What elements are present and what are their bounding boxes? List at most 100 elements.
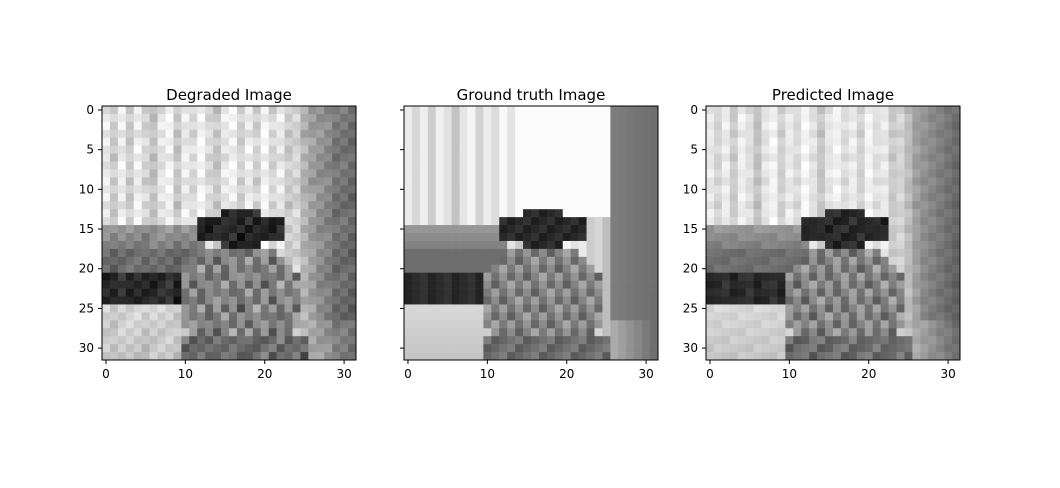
- pixel-cell: [427, 225, 437, 234]
- pixel-cell: [459, 217, 468, 226]
- pixel-cell: [523, 296, 532, 305]
- pixel-cell: [117, 193, 127, 202]
- pixel-cell: [109, 352, 119, 361]
- pixel-cell: [284, 209, 293, 218]
- pixel-cell: [554, 161, 564, 170]
- pixel-cell: [864, 328, 873, 337]
- pixel-cell: [332, 296, 341, 305]
- pixel-cell: [332, 336, 341, 345]
- pixel-cell: [538, 121, 548, 131]
- pixel-cell: [642, 209, 651, 218]
- pixel-cell: [244, 193, 254, 202]
- pixel-cell: [117, 106, 127, 115]
- pixel-cell: [276, 129, 285, 139]
- pixel-cell: [411, 129, 421, 139]
- pixel-cell: [173, 344, 182, 353]
- pixel-cell: [769, 328, 778, 337]
- pixel-cell: [936, 233, 945, 242]
- pixel-cell: [578, 193, 587, 202]
- pixel-cell: [499, 344, 508, 353]
- pixel-cell: [626, 185, 635, 194]
- pixel-cell: [634, 185, 643, 194]
- pixel-cell: [896, 185, 905, 194]
- pixel-cell: [133, 272, 142, 281]
- pixel-cell: [912, 129, 921, 139]
- pixel-cell: [109, 240, 119, 250]
- pixel-cell: [141, 233, 150, 242]
- pixel-cell: [165, 256, 174, 266]
- pixel-cell: [531, 328, 540, 337]
- pixel-cell: [221, 217, 230, 226]
- pixel-cell: [260, 121, 269, 131]
- pixel-cell: [840, 233, 850, 242]
- pixel-cell: [252, 280, 262, 289]
- y-tick-label: 30: [79, 341, 94, 355]
- pixel-cell: [777, 137, 786, 146]
- pixel-cell: [634, 320, 643, 329]
- pixel-cell: [570, 201, 579, 210]
- pixel-cell: [189, 288, 198, 297]
- pixel-cell: [618, 320, 627, 329]
- pixel-cell: [102, 233, 111, 242]
- pixel-cell: [491, 352, 500, 361]
- pixel-cell: [324, 233, 333, 242]
- pixel-cell: [284, 296, 293, 305]
- pixel-cell: [761, 288, 770, 297]
- pixel-cell: [427, 336, 437, 345]
- pixel-cell: [777, 304, 786, 313]
- pixel-cell: [713, 217, 723, 226]
- y-tick-label: 5: [690, 143, 698, 157]
- pixel-cell: [856, 201, 866, 210]
- pixel-cell: [928, 352, 937, 361]
- pixel-cell: [785, 233, 794, 242]
- pixel-cell: [538, 106, 548, 115]
- pixel-cell: [109, 233, 119, 242]
- pixel-cell: [912, 161, 921, 170]
- pixel-cell: [626, 169, 635, 178]
- pixel-cell: [229, 193, 238, 202]
- pixel-cell: [538, 344, 548, 353]
- pixel-cell: [229, 336, 238, 345]
- pixel-cell: [626, 137, 635, 146]
- pixel-cell: [316, 201, 325, 210]
- pixel-cell: [650, 201, 659, 210]
- pixel-cell: [523, 280, 532, 289]
- pixel-cell: [531, 320, 540, 329]
- pixel-cell: [149, 217, 158, 226]
- pixel-cell: [404, 272, 413, 281]
- pixel-cell: [602, 161, 611, 170]
- pixel-cell: [952, 312, 961, 321]
- pixel-cell: [483, 312, 492, 321]
- pixel-cell: [419, 248, 429, 258]
- pixel-cell: [268, 312, 277, 321]
- pixel-cell: [205, 137, 214, 146]
- pixel-cell: [276, 153, 285, 162]
- pixel-cell: [761, 248, 770, 258]
- pixel-cell: [475, 106, 484, 115]
- x-tick-label: 30: [940, 367, 955, 381]
- pixel-cell: [157, 256, 166, 266]
- pixel-cell: [244, 225, 254, 234]
- pixel-cell: [920, 304, 929, 313]
- pixel-cell: [848, 288, 858, 297]
- pixel-cell: [348, 296, 357, 305]
- pixel-cell: [554, 193, 564, 202]
- pixel-cell: [920, 272, 929, 281]
- pixel-cell: [157, 169, 166, 178]
- pixel-cell: [856, 272, 866, 281]
- pixel-cell: [912, 113, 921, 123]
- panel-title: Predicted Image: [772, 86, 894, 104]
- pixel-cell: [260, 106, 269, 115]
- pixel-cell: [125, 336, 135, 345]
- pixel-cell: [554, 288, 564, 297]
- pixel-cell: [888, 256, 897, 266]
- pixel-cell: [896, 272, 905, 281]
- pixel-cell: [102, 113, 111, 123]
- pixel-cell: [491, 201, 500, 210]
- pixel-cell: [833, 225, 842, 234]
- pixel-cell: [443, 113, 452, 123]
- x-tick-label: 0: [706, 367, 714, 381]
- pixel-cell: [856, 177, 866, 186]
- pixel-cell: [157, 280, 166, 289]
- pixel-cell: [109, 153, 119, 162]
